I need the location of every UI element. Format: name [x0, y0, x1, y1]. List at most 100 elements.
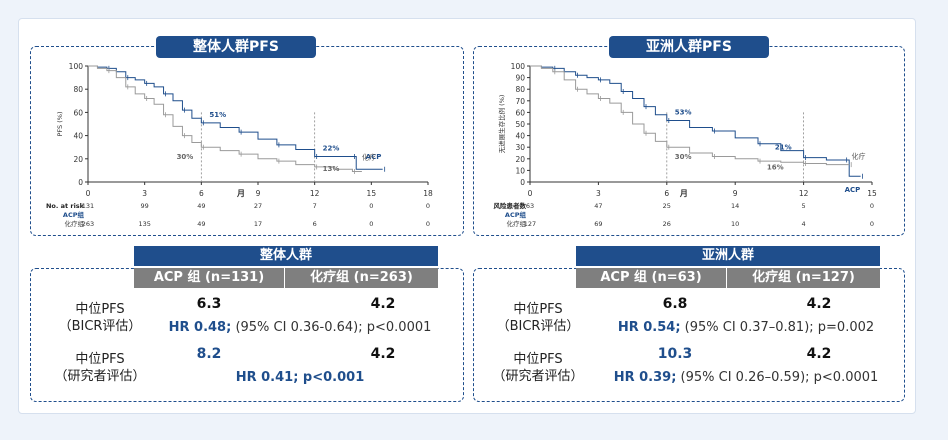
asian-row1-acp: 6.8	[662, 296, 688, 312]
overall-row1-hr: HR 0.48; (95% CI 0.36-0.64); p<0.0001	[150, 320, 450, 335]
percent-annotation: 51%	[209, 111, 226, 119]
risk-row-label: 化疗组	[507, 219, 527, 228]
y-tick-label: 100	[69, 62, 84, 71]
overall-row2-hr: HR 0.41; p<0.001	[150, 370, 450, 385]
risk-value: 49	[197, 202, 205, 210]
risk-value: 63	[526, 202, 534, 210]
x-tick-label: 3	[596, 189, 601, 198]
risk-value: 0	[426, 202, 430, 210]
risk-value: 17	[254, 220, 262, 228]
risk-value: 14	[731, 202, 739, 210]
percent-annotation: 21%	[775, 144, 792, 152]
overall-col-acp: ACP 组 (n=131)	[134, 268, 285, 288]
risk-value: 6	[313, 220, 317, 228]
percent-annotation: 13%	[323, 165, 340, 173]
overall-row1-label-a: 中位PFS	[75, 302, 125, 317]
overall-row2-chemo: 4.2	[370, 346, 396, 362]
risk-table-header: No. at risk	[46, 202, 85, 210]
chemo-curve	[530, 65, 850, 166]
risk-value: 5	[802, 202, 806, 210]
y-tick-label: 70	[515, 97, 525, 106]
y-tick-label: 30	[515, 143, 525, 152]
risk-row-label: ACP组	[63, 210, 85, 219]
overall-row1-label-b: （BICR评估）	[58, 319, 142, 334]
x-tick-label: 3	[142, 189, 147, 198]
overall-row2-label-a: 中位PFS	[75, 352, 125, 367]
risk-row-label: ACP组	[505, 210, 527, 219]
risk-value: 0	[369, 202, 373, 210]
risk-value: 0	[870, 220, 874, 228]
y-tick-label: 10	[515, 166, 525, 175]
asian-row1-hr-rest: (95% CI 0.37–0.81); p=0.002	[680, 320, 875, 335]
asian-col-acp: ACP 组 (n=63)	[576, 268, 727, 288]
x-tick-label: 0	[86, 189, 91, 198]
risk-value: 131	[82, 202, 94, 210]
percent-annotation: 30%	[177, 153, 194, 161]
risk-value: 0	[426, 220, 430, 228]
y-tick-label: 0	[78, 178, 83, 187]
asian-chart-title: 亚洲人群PFS	[609, 36, 769, 58]
overall-chart-title: 整体人群PFS	[156, 36, 316, 58]
y-tick-label: 60	[73, 108, 83, 117]
risk-value: 99	[141, 202, 149, 210]
overall-col-chemo: 化疗组 (n=263)	[285, 268, 438, 288]
x-tick-label: 6	[199, 189, 204, 198]
x-axis-label: 月	[679, 189, 688, 198]
risk-value: 0	[870, 202, 874, 210]
x-tick-label: 15	[867, 189, 877, 198]
acp-curve	[88, 65, 383, 170]
percent-annotation: 22%	[323, 144, 340, 152]
asian-row2-hr-rest: (95% CI 0.26–0.59); p<0.0001	[676, 370, 879, 385]
y-tick-label: 40	[73, 132, 83, 141]
x-tick-label: 9	[733, 189, 738, 198]
overall-row1-chemo: 4.2	[370, 296, 396, 312]
acp-curve	[530, 65, 861, 177]
x-tick-label: 18	[423, 189, 433, 198]
risk-value: 69	[594, 220, 602, 228]
x-tick-label: 0	[528, 189, 533, 198]
x-tick-label: 9	[256, 189, 261, 198]
overall-row1-label: 中位PFS （BICR评估）	[50, 301, 150, 335]
risk-value: 26	[663, 220, 671, 228]
risk-value: 27	[254, 202, 262, 210]
x-tick-label: 12	[310, 189, 320, 198]
asian-table-title: 亚洲人群	[576, 246, 880, 266]
asian-row1-label-a: 中位PFS	[513, 302, 563, 317]
overall-row2-hr-bold: HR 0.41; p<0.001	[235, 370, 365, 385]
asian-row1-hr-bold: HR 0.54;	[617, 320, 681, 335]
y-tick-label: 60	[515, 108, 525, 117]
risk-value: 49	[197, 220, 205, 228]
x-tick-label: 12	[799, 189, 809, 198]
chemo-legend-label: 化疗	[851, 152, 865, 161]
overall-row2-label: 中位PFS （研究者评估）	[50, 351, 150, 385]
asian-col-chemo: 化疗组 (n=127)	[727, 268, 880, 288]
y-axis-label: 无进展生存比例 (%)	[497, 95, 506, 154]
y-tick-label: 80	[515, 85, 525, 94]
percent-annotation: 16%	[767, 163, 784, 171]
y-tick-label: 50	[515, 120, 525, 129]
overall-row1-acp: 6.3	[196, 296, 222, 312]
percent-annotation: 53%	[675, 109, 692, 117]
risk-value: 47	[594, 202, 602, 210]
risk-value: 0	[369, 220, 373, 228]
overall-row1-hr-bold: HR 0.48;	[168, 320, 232, 335]
asian-row2-label: 中位PFS （研究者评估）	[488, 351, 588, 385]
acp-legend-label: ACP	[845, 186, 861, 194]
percent-annotation: 30%	[675, 153, 692, 161]
risk-value: 135	[138, 220, 150, 228]
y-tick-label: 20	[515, 155, 525, 164]
asian-row1-hr: HR 0.54; (95% CI 0.37–0.81); p=0.002	[596, 320, 896, 335]
overall-row2-label-b: （研究者评估）	[54, 369, 146, 384]
overall-row2-acp: 8.2	[196, 346, 222, 362]
y-tick-label: 0	[520, 178, 525, 187]
risk-value: 7	[313, 202, 317, 210]
asian-row2-hr-bold: HR 0.39;	[613, 370, 677, 385]
risk-value: 10	[731, 220, 739, 228]
y-axis-label: PFS (%)	[56, 112, 64, 137]
overall-row1-hr-rest: (95% CI 0.36-0.64); p<0.0001	[231, 320, 432, 335]
y-tick-label: 40	[515, 132, 525, 141]
y-tick-label: 20	[73, 155, 83, 164]
slide-card	[18, 18, 916, 414]
